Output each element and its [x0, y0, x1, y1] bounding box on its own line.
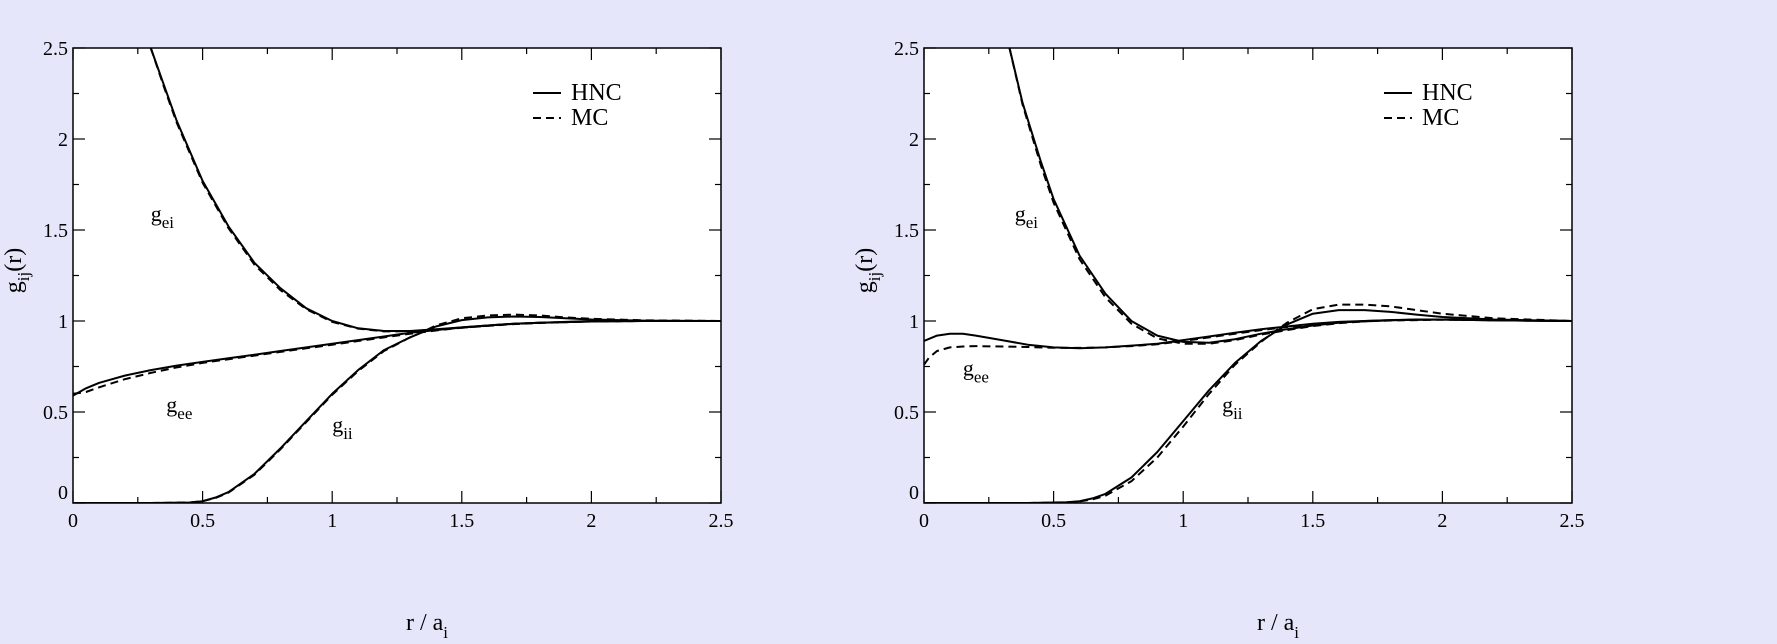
- legend-label-mc: MC: [1422, 105, 1459, 131]
- plot-area: [923, 47, 1573, 504]
- x-tick-label: 2: [586, 510, 596, 532]
- curve-label-subscript: ee: [974, 368, 989, 387]
- x-tick-label: 0.5: [1041, 510, 1066, 532]
- x-tick-label: 1: [327, 510, 337, 532]
- x-tick-label: 2.5: [1560, 510, 1585, 532]
- y-axis-label-subscript: ij: [14, 272, 33, 281]
- plot-area: [72, 47, 722, 504]
- y-tick-label: 2.5: [894, 38, 919, 60]
- y-tick-label: 0.5: [894, 402, 919, 424]
- y-axis-label: gij(r): [852, 248, 884, 293]
- y-tick-label: 0.5: [43, 402, 68, 424]
- x-axis-label-subscript: i: [1294, 623, 1299, 639]
- y-tick-label: 2: [58, 129, 68, 151]
- y-tick-label: 0: [58, 482, 68, 504]
- series-line-gii-mc: [924, 303, 1572, 503]
- x-tick-label: 1: [1178, 510, 1188, 532]
- x-tick-label: 2: [1437, 510, 1447, 532]
- y-tick-label: 1: [909, 311, 919, 333]
- series-group: [924, 48, 1572, 503]
- y-tick-label: 1: [58, 311, 68, 333]
- x-tick-label: 0.5: [190, 510, 215, 532]
- chart-panel-right: 0 0.5 1 1.5 2 2.500.511.522.5geigeegiiHNCMCr …: [852, 38, 1585, 642]
- y-tick-label: 0: [909, 482, 919, 504]
- curve-label-subscript: ei: [162, 213, 175, 232]
- x-axis-label: r / ai: [406, 610, 448, 639]
- y-tick-label: 2: [909, 129, 919, 151]
- y-axis-label: gij(r): [1, 248, 33, 293]
- y-tick-label: 2.5: [43, 38, 68, 60]
- x-axis-label: r / ai: [1257, 610, 1299, 639]
- y-axis-label-base: g: [852, 281, 878, 293]
- series-group: [73, 48, 721, 503]
- y-axis-label-tail: (r): [852, 248, 878, 272]
- x-tick-label: 0: [68, 510, 78, 532]
- curve-label-subscript: ee: [177, 404, 192, 423]
- series-line-gee-mc: [924, 318, 1572, 366]
- y-axis-label-tail: (r): [1, 248, 27, 272]
- curve-label-subscript: ei: [1026, 213, 1039, 232]
- x-tick-label: 1.5: [449, 510, 474, 532]
- legend-label-mc: MC: [571, 105, 608, 131]
- x-axis-label-subscript: i: [443, 623, 448, 639]
- series-line-gii-mc: [73, 313, 721, 503]
- x-tick-label: 0: [919, 510, 929, 532]
- y-axis-label-base: g: [1, 281, 27, 293]
- curve-label-subscript: ii: [343, 424, 353, 443]
- series-line-gee-mc: [73, 320, 721, 395]
- legend-label-hnc: HNC: [1422, 80, 1473, 106]
- x-tick-label: 1.5: [1300, 510, 1325, 532]
- curve-label-subscript: ii: [1233, 404, 1243, 423]
- y-tick-label: 1.5: [43, 220, 68, 242]
- legend-label-hnc: HNC: [571, 80, 622, 106]
- y-axis-label-subscript: ij: [865, 272, 884, 281]
- y-tick-label: 1.5: [894, 220, 919, 242]
- x-tick-label: 2.5: [709, 510, 734, 532]
